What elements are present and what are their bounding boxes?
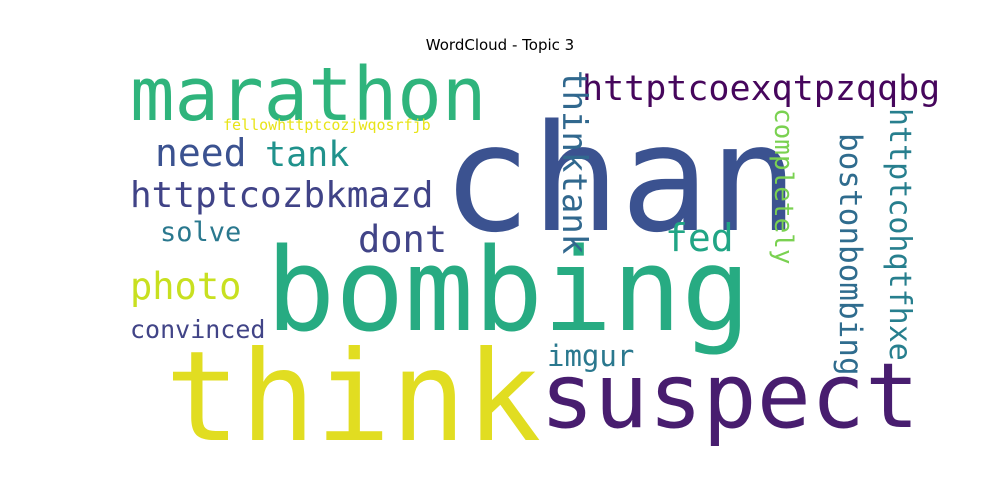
word-photo: photo	[130, 265, 241, 308]
word-fellowhttptcozjwqosrfjb: fellowhttptcozjwqosrfjb	[223, 116, 431, 134]
chart-title: WordCloud - Topic 3	[425, 36, 575, 54]
word-completely: completely	[768, 108, 798, 265]
word-marathon: marathon	[130, 52, 486, 138]
word-suspect: suspect	[540, 344, 919, 449]
word-httptcoexqtpzqqbg: httptcoexqtpzqqbg	[582, 69, 940, 109]
word-httptcohqtfhxe: httptcohqtfhxe	[882, 108, 917, 361]
word-solve: solve	[160, 217, 241, 248]
word-need: need	[155, 131, 247, 175]
word-dont: dont	[358, 218, 447, 261]
word-imgur: imgur	[547, 339, 634, 373]
word-chan: chan	[442, 93, 798, 265]
word-tank: tank	[265, 135, 349, 175]
word-thinktank: thinktank	[554, 70, 594, 254]
word-bombing: bombing	[266, 224, 751, 358]
word-convinced: convinced	[130, 315, 265, 344]
word-httptcozbkmazd: httptcozbkmazd	[130, 175, 433, 216]
word-fed: fed	[665, 216, 734, 260]
word-bostonbombing: bostonbombing	[832, 133, 868, 376]
word-think: think	[165, 325, 541, 470]
